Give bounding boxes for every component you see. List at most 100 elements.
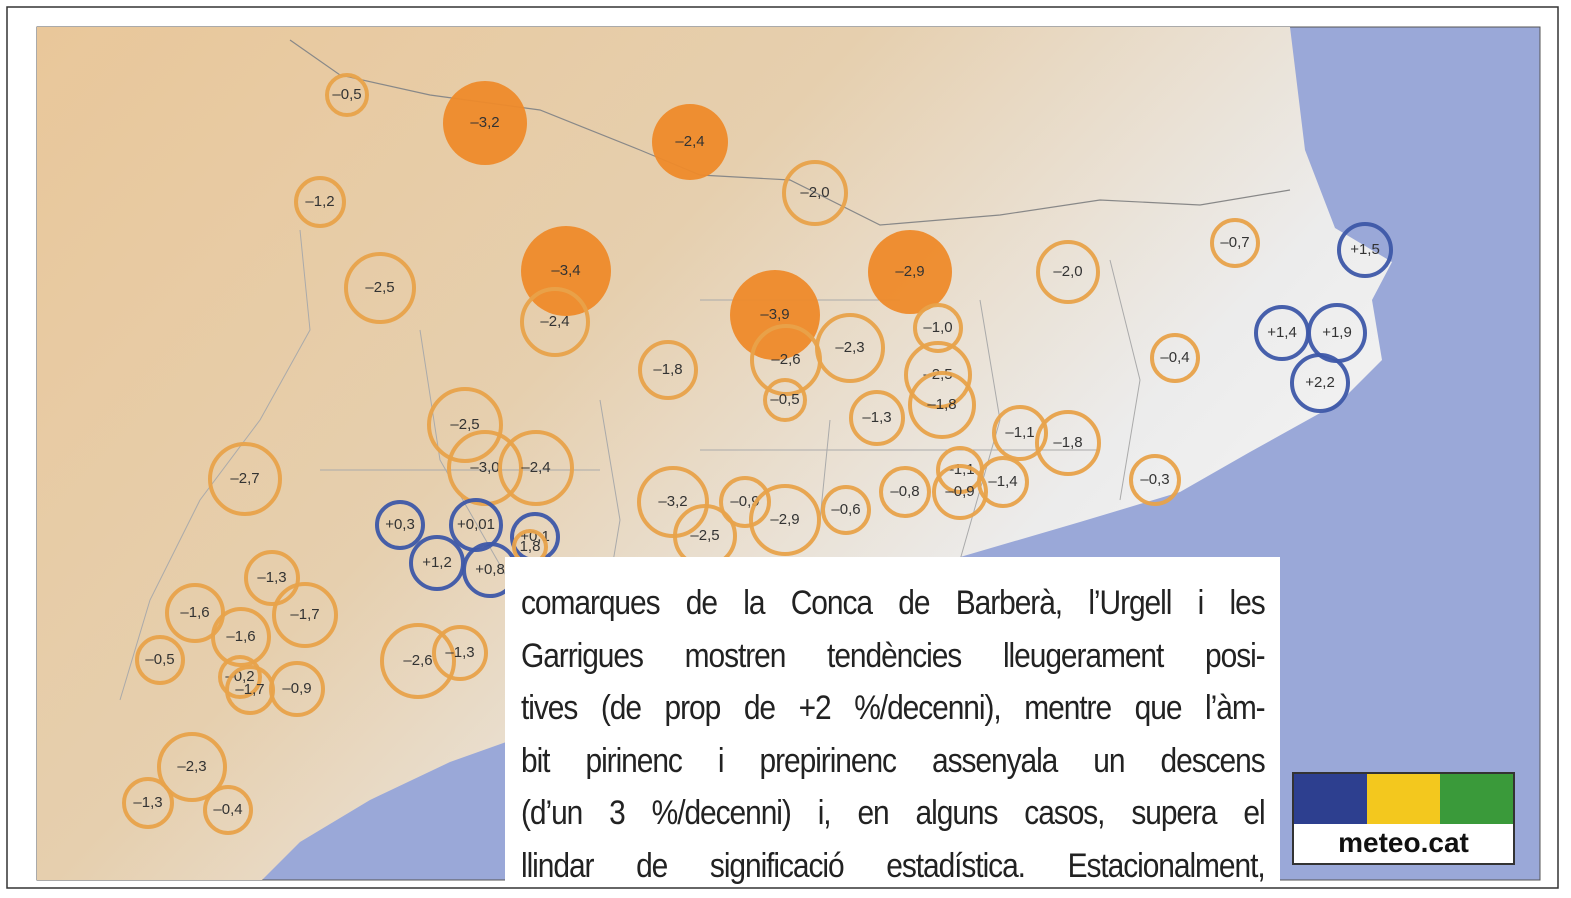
station-label: –3,9 xyxy=(760,306,789,323)
station-marker xyxy=(375,500,425,550)
station-label: –1,0 xyxy=(923,319,952,336)
station-marker xyxy=(498,430,574,506)
station-marker xyxy=(1290,353,1350,413)
station-marker xyxy=(427,387,503,463)
station-marker xyxy=(218,655,262,699)
station-label: –2,4 xyxy=(675,133,704,150)
station-label: +1,2 xyxy=(422,554,452,571)
station-label: –2,5 xyxy=(365,279,394,296)
station-label: –0,9 xyxy=(945,483,974,500)
station-marker xyxy=(443,81,527,165)
station-label: –0,4 xyxy=(1160,349,1189,366)
station-label: –3,4 xyxy=(551,262,580,279)
station-label: +0,8 xyxy=(475,561,505,578)
land xyxy=(37,27,1392,880)
station-marker xyxy=(763,378,807,422)
station-label: –1,7 xyxy=(290,606,319,623)
station-label: –2,4 xyxy=(521,459,550,476)
station-label: –2,3 xyxy=(177,758,206,775)
station-label: –0,5 xyxy=(770,391,799,408)
station-label: +1,4 xyxy=(1267,324,1297,341)
station-label: –2,9 xyxy=(770,511,799,528)
station-marker xyxy=(719,476,771,528)
station-marker xyxy=(1337,222,1393,278)
station-marker xyxy=(272,582,338,648)
logo: meteo.cat xyxy=(1292,772,1515,865)
station-marker xyxy=(1210,218,1260,268)
station-label: –1,3 xyxy=(133,794,162,811)
station-marker xyxy=(879,466,931,518)
station-marker xyxy=(211,607,271,667)
station-label: –1,4 xyxy=(988,473,1017,490)
station-marker xyxy=(815,313,885,383)
logo-blue xyxy=(1294,774,1367,824)
station-label: –1,1 xyxy=(1005,424,1034,441)
text-line: tives (de prop de +2 %/decenni), mentre … xyxy=(521,689,1266,727)
station-marker xyxy=(849,390,905,446)
station-label: –2,5 xyxy=(690,527,719,544)
station-marker xyxy=(638,340,698,400)
station-marker xyxy=(730,270,820,360)
station-marker xyxy=(520,287,590,357)
station-marker xyxy=(208,442,282,516)
station-label: –1,3 xyxy=(257,569,286,586)
station-marker xyxy=(821,485,871,535)
station-marker xyxy=(749,484,821,556)
logo-green xyxy=(1440,774,1513,824)
station-label: 1,8 xyxy=(520,538,541,555)
text-box: comarques de la Conca de Barberà, l’Urge… xyxy=(505,557,1280,885)
station-label: –2,0 xyxy=(800,184,829,201)
station-label: –2,6 xyxy=(403,652,432,669)
station-label: –0,6 xyxy=(831,501,860,518)
station-marker xyxy=(992,405,1048,461)
station-marker xyxy=(344,252,416,324)
station-label: –1,8 xyxy=(1053,434,1082,451)
station-marker xyxy=(294,176,346,228)
station-label: –1,3 xyxy=(862,409,891,426)
station-marker xyxy=(380,623,456,699)
station-marker xyxy=(521,226,611,316)
station-label: –2,3 xyxy=(835,339,864,356)
station-marker xyxy=(1150,333,1200,383)
station-label: –0,5 xyxy=(332,86,361,103)
station-marker xyxy=(269,661,325,717)
station-marker xyxy=(652,104,728,180)
station-marker xyxy=(1035,410,1101,476)
station-marker xyxy=(904,341,972,409)
station-label: –1,3 xyxy=(445,644,474,661)
station-label: –0,3 xyxy=(1140,471,1169,488)
station-marker xyxy=(157,732,227,802)
station-marker xyxy=(325,73,369,117)
station-label: –1,8 xyxy=(653,361,682,378)
logo-yellow xyxy=(1367,774,1440,824)
text-line: (d’un 3 %/decenni) i, en alguns casos, s… xyxy=(521,794,1266,832)
station-marker xyxy=(913,303,963,353)
station-label: –2,0 xyxy=(1053,263,1082,280)
border-line xyxy=(289,39,1291,226)
station-label: –2,7 xyxy=(230,470,259,487)
station-label: –1,2 xyxy=(305,193,334,210)
station-marker xyxy=(932,464,988,520)
text-line: comarques de la Conca de Barberà, l’Urge… xyxy=(521,584,1266,622)
station-marker xyxy=(1036,240,1100,304)
station-label: +0,01 xyxy=(457,516,495,533)
station-label: –2,6 xyxy=(771,351,800,368)
station-marker xyxy=(432,625,488,681)
station-label: –2,4 xyxy=(540,313,569,330)
station-label: –0,5 xyxy=(145,651,174,668)
station-label: –0,7 xyxy=(1220,234,1249,251)
text-line: llindar de significació estadística. Est… xyxy=(521,846,1266,885)
station-label: –3,2 xyxy=(470,114,499,131)
station-label: +1,9 xyxy=(1322,324,1352,341)
station-label: –0,8 xyxy=(890,483,919,500)
station-label: +0,3 xyxy=(385,516,415,533)
station-marker xyxy=(447,430,523,506)
station-label: –3,2 xyxy=(658,493,687,510)
station-label: +1,5 xyxy=(1350,241,1380,258)
station-label: –3,0 xyxy=(470,459,499,476)
logo-text: meteo.cat xyxy=(1338,827,1469,858)
station-marker xyxy=(977,456,1029,508)
station-label: –2,9 xyxy=(895,263,924,280)
station-label: –1,7 xyxy=(235,681,264,698)
